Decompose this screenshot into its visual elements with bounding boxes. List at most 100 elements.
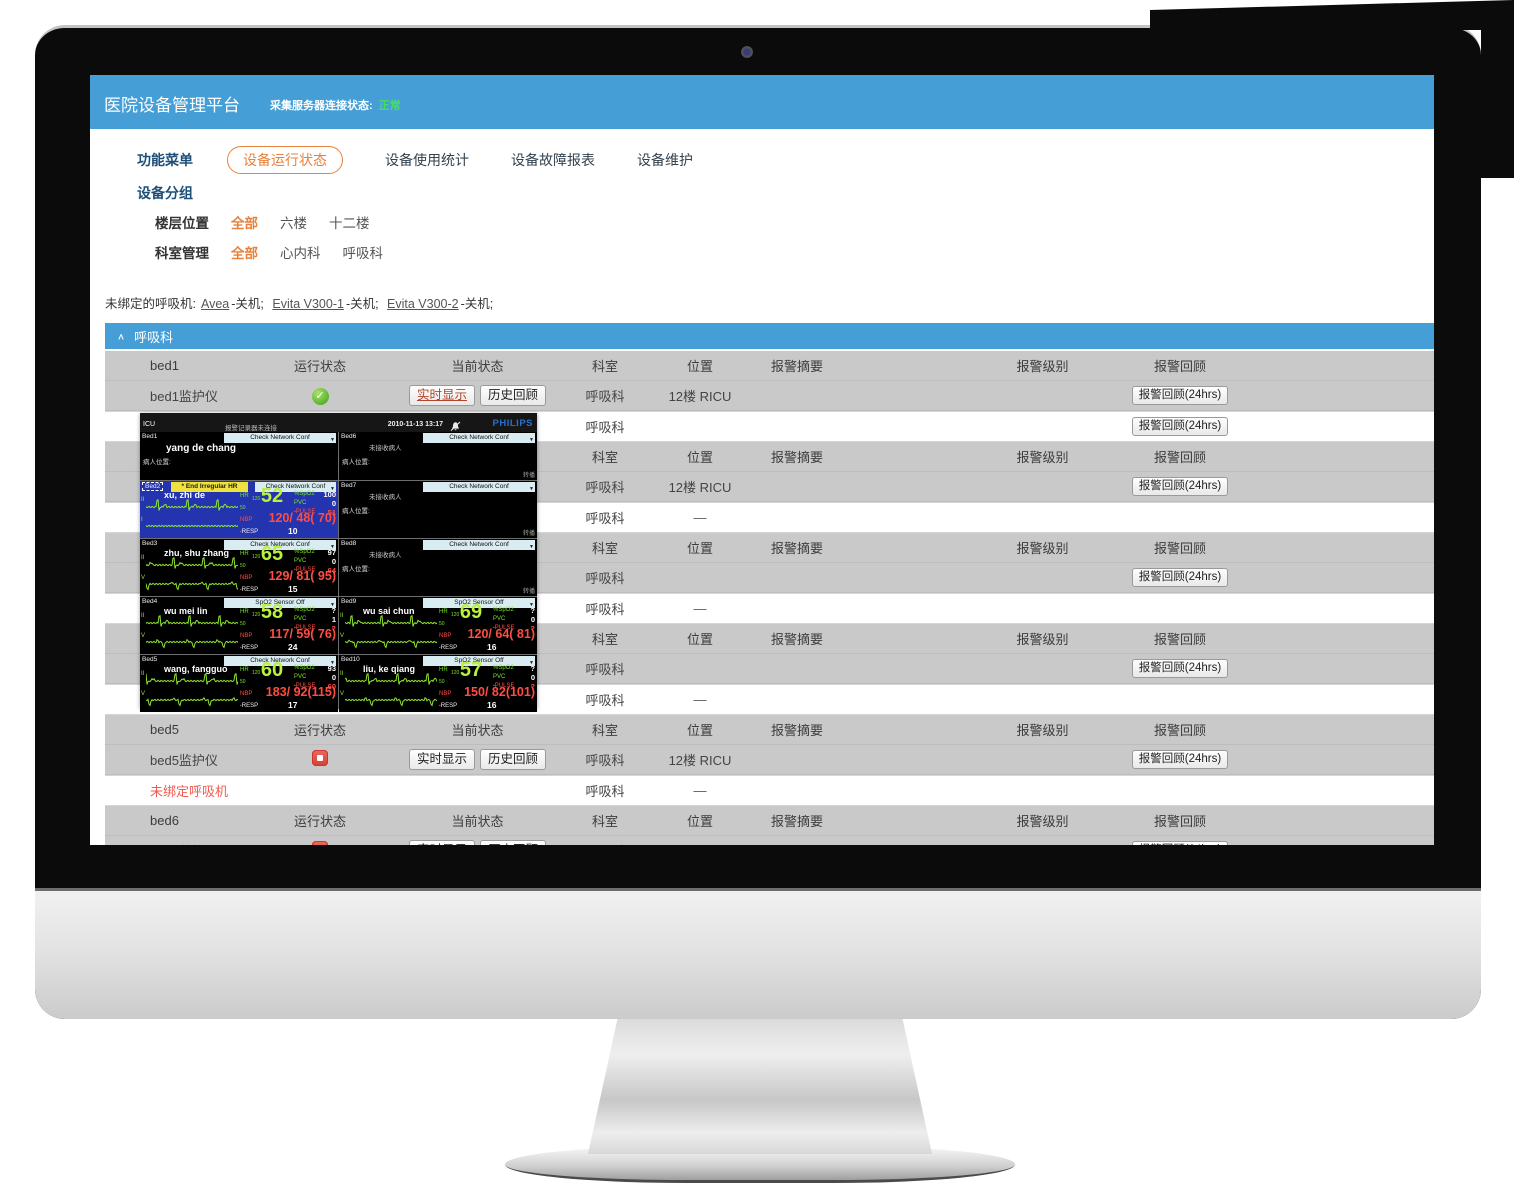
- alarm-review-button[interactable]: 报警回顾(24hrs): [1131, 417, 1229, 436]
- hr-value: 57: [459, 659, 483, 681]
- column-header-位置: 位置: [686, 723, 713, 738]
- resp-value: 15: [288, 584, 298, 594]
- bed-group-header-row: bed6 运行状态 当前状态 科室 位置 报警摘要 报警级别 报警回顾: [105, 806, 1434, 836]
- dept-cell: 呼吸科: [585, 602, 625, 617]
- bed-cell-Bed10[interactable]: Bed10 SpO2 Sensor Off ▼ liu, ke qiang II V HR 1…: [339, 655, 537, 712]
- alarm-config-box[interactable]: SpO2 Sensor Off ▼: [423, 656, 535, 666]
- alarm-review-button[interactable]: 报警回顾(24hrs): [1131, 477, 1229, 496]
- column-header-位置: 位置: [686, 814, 713, 829]
- history-review-button[interactable]: 历史回顾: [480, 385, 547, 406]
- alarm-review-cell: 报警回顾(24hrs): [1115, 750, 1245, 769]
- alarm-config-box[interactable]: Check Network Conf ▼: [224, 433, 336, 443]
- pvc-label: PVC: [294, 558, 307, 564]
- bed-cell-Bed8[interactable]: Bed8 Check Network Conf ▼ 未接收病人 病人位置: 转播: [339, 539, 537, 596]
- dropdown-arrow-icon: ▼: [330, 602, 335, 608]
- bed-cell-Bed7[interactable]: Bed7 Check Network Conf ▼ 未接收病人 病人位置: 转播: [339, 481, 537, 538]
- alarm-config-box[interactable]: SpO2 Sensor Off ▼: [423, 598, 535, 608]
- pulse-value: ?: [331, 624, 336, 633]
- alarm-review-cell: 报警回顾(24hrs): [1115, 659, 1245, 678]
- resp-label: ▪RESP: [240, 703, 259, 709]
- nbp-label: NBP: [439, 691, 452, 697]
- alarm-config-box[interactable]: Check Network Conf ▼: [255, 482, 336, 492]
- filter-option-全部[interactable]: 全部: [231, 246, 258, 261]
- spo2-value: 97: [327, 548, 336, 557]
- column-header-报警级别: 报警级别: [1016, 632, 1069, 647]
- alarm-config-box[interactable]: Check Network Conf ▼: [423, 482, 535, 492]
- lead-label: V: [340, 633, 345, 639]
- bed-label: Bed9: [341, 598, 357, 605]
- filter-option-十二楼[interactable]: 十二楼: [329, 216, 370, 231]
- popup-datetime: 2010-11-13 13:17: [387, 421, 443, 428]
- column-header-报警回顾: 报警回顾: [1153, 541, 1206, 556]
- bed-cell-Bed5[interactable]: Bed5 Check Network Conf ▼ wang, fangguo II V H…: [140, 655, 338, 712]
- dropdown-arrow-icon: ▼: [529, 486, 534, 492]
- alarm-review-button[interactable]: 报警回顾(24hrs): [1131, 386, 1229, 405]
- bed-cell-Bed2[interactable]: Bed2 * End Irregular HR Check Network Conf…: [140, 481, 338, 538]
- filter-option-全部[interactable]: 全部: [231, 216, 258, 231]
- pulse-value: ?: [530, 682, 535, 691]
- pulse-value: 60: [327, 682, 336, 691]
- bed-cell-Bed1[interactable]: Bed1 Check Network Conf ▼ yang de chang 病人位置…: [140, 432, 338, 480]
- screen: 医院设备管理平台 采集服务器连接状态: 正常 功能菜单 设备运行状态 设备使用统计设…: [90, 75, 1434, 845]
- device-row: bed1监护仪 ✓ 实时显示 历史回顾 呼吸科 12楼 RICU 报警回顾(24hrs): [105, 381, 1434, 411]
- bed-cell-Bed3[interactable]: Bed3 Check Network Conf ▼ zhu, shu zhang II V…: [140, 539, 338, 596]
- spo2-value: ?: [530, 664, 535, 673]
- alarm-review-button[interactable]: 报警回顾(24hrs): [1131, 659, 1229, 678]
- filter-option-六楼[interactable]: 六楼: [280, 216, 307, 231]
- server-status: 采集服务器连接状态: 正常: [270, 97, 401, 113]
- spo2-value: 100: [323, 490, 336, 499]
- nbp-label: NBP: [439, 633, 452, 639]
- status-running-icon: ✓: [311, 387, 329, 405]
- chevron-up-icon[interactable]: ∧: [117, 331, 126, 342]
- dropdown-arrow-icon: ▼: [330, 660, 335, 666]
- bed-cell-Bed9[interactable]: Bed9 SpO2 Sensor Off ▼ wu sai chun II V HR 120 5…: [339, 597, 537, 654]
- column-header-位置: 位置: [686, 632, 713, 647]
- realtime-display-button[interactable]: 实时显示: [408, 749, 475, 770]
- dept-cell: 呼吸科: [585, 693, 625, 708]
- pvc-label: PVC: [294, 616, 307, 622]
- patient-location-label: 病人位置:: [342, 508, 370, 515]
- alarm-config-box[interactable]: Check Network Conf ▼: [224, 656, 336, 666]
- alarm-config-box[interactable]: Check Network Conf ▼: [224, 540, 336, 550]
- filter-row-1: 楼层位置 全部 六楼 十二楼: [155, 211, 392, 233]
- ventilator-link-Avea[interactable]: Avea: [200, 297, 230, 311]
- ventilator-link-Evita V300-2[interactable]: Evita V300-2: [387, 297, 459, 311]
- dept-cell: 呼吸科: [585, 753, 625, 768]
- alarm-review-button[interactable]: 报警回顾(24hrs): [1131, 568, 1229, 587]
- hr-value: 65: [260, 543, 284, 565]
- section-bar-respiratory[interactable]: ∧ 呼吸科: [105, 323, 1434, 349]
- history-review-button[interactable]: 历史回顾: [480, 840, 547, 845]
- location-cell: —: [693, 783, 707, 798]
- dropdown-arrow-icon: ▼: [330, 437, 335, 443]
- history-review-button[interactable]: 历史回顾: [480, 749, 547, 770]
- tab-设备使用统计[interactable]: 设备使用统计: [385, 152, 469, 168]
- tab-设备运行状态[interactable]: 设备运行状态: [227, 146, 343, 174]
- bed-group-header-row: bed1 运行状态 当前状态 科室 位置 报警摘要 报警级别 报警回顾: [105, 351, 1434, 381]
- server-status-label: 采集服务器连接状态:: [270, 100, 373, 112]
- nbp-value: 150/ 82(101): [464, 685, 535, 699]
- column-header-科室: 科室: [591, 814, 618, 829]
- bed-label: Bed4: [142, 598, 158, 605]
- column-header-当前状态: 当前状态: [451, 359, 504, 374]
- alarm-config-box[interactable]: Check Network Conf ▼: [423, 540, 535, 550]
- alarm-config-box[interactable]: Check Network Conf ▼: [423, 433, 535, 443]
- dropdown-arrow-icon: ▼: [330, 486, 335, 492]
- filter-option-心内科[interactable]: 心内科: [280, 246, 321, 261]
- hr-limit-high: 120: [252, 554, 261, 560]
- alarm-review-button[interactable]: 报警回顾(24hrs): [1131, 841, 1229, 845]
- ventilator-link-Evita V300-1[interactable]: Evita V300-1: [272, 297, 344, 311]
- realtime-display-button[interactable]: 实时显示: [408, 840, 475, 845]
- ventilator-row: 未绑定呼吸机 呼吸科 —: [105, 775, 1434, 806]
- bed-cell-Bed6[interactable]: Bed6 Check Network Conf ▼ 未接收病人 病人位置: 转播: [339, 432, 537, 480]
- realtime-display-button[interactable]: 实时显示: [408, 385, 475, 406]
- pvc-value: 0: [530, 615, 535, 624]
- alarm-config-box[interactable]: SpO2 Sensor Off ▼: [224, 598, 336, 608]
- filter-label: 楼层位置: [155, 216, 209, 231]
- tab-设备故障报表[interactable]: 设备故障报表: [511, 152, 595, 168]
- corner-label: 转播: [522, 473, 535, 479]
- tab-设备维护[interactable]: 设备维护: [637, 152, 693, 168]
- bed-cell-Bed4[interactable]: Bed4 SpO2 Sensor Off ▼ wu mei lin II V HR 120 50…: [140, 597, 338, 654]
- bed-label: Bed6: [341, 433, 357, 440]
- alarm-review-button[interactable]: 报警回顾(24hrs): [1131, 750, 1229, 769]
- filter-option-呼吸科[interactable]: 呼吸科: [342, 246, 384, 261]
